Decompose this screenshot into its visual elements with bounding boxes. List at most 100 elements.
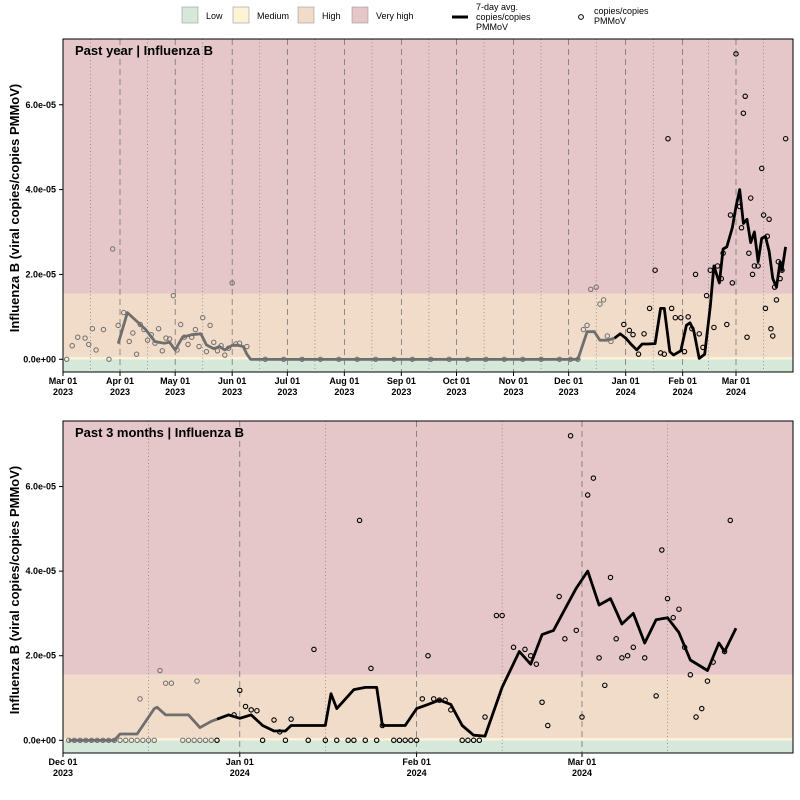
data-point-earlier — [604, 333, 610, 339]
legend-swatch-high — [297, 6, 315, 24]
data-point-earlier — [446, 356, 452, 362]
data-point-recent — [271, 717, 277, 723]
data-point-earlier — [159, 348, 165, 354]
data-point-recent — [733, 51, 739, 57]
x-tick-label-year: 2023 — [53, 768, 73, 778]
data-point-earlier — [133, 351, 140, 357]
data-point-earlier — [214, 348, 221, 354]
y-axis-label-bottom: Influenza B (viral copies/copies PMMoV) — [7, 466, 22, 715]
data-point-recent — [248, 707, 254, 713]
data-point-recent — [562, 636, 568, 642]
data-point-recent — [747, 195, 754, 201]
data-point-earlier — [317, 356, 324, 362]
data-point-earlier — [137, 321, 143, 328]
data-point-earlier — [409, 356, 416, 362]
data-point-earlier — [86, 341, 92, 348]
data-point-recent — [482, 714, 488, 720]
data-point-recent — [242, 703, 249, 710]
legend-point-label-line-1: copies/copies — [594, 6, 649, 16]
data-point-recent — [567, 433, 574, 439]
data-point-earlier — [115, 322, 121, 329]
data-point-recent — [259, 737, 266, 744]
data-point-recent — [764, 233, 771, 240]
data-point-recent — [775, 258, 782, 265]
x-tick-label-year: 2024 — [230, 768, 250, 778]
data-point-recent — [470, 737, 477, 744]
data-point-earlier — [128, 737, 135, 744]
data-point-earlier — [202, 737, 209, 744]
data-point-earlier — [519, 356, 526, 362]
data-point-recent — [760, 212, 767, 218]
band-low — [63, 740, 793, 753]
data-point-recent — [755, 263, 761, 269]
data-point-recent — [714, 263, 721, 269]
data-point-earlier — [207, 322, 213, 329]
x-tick-label-year: 2024 — [726, 387, 746, 397]
data-point-earlier — [100, 737, 106, 744]
data-point-recent — [621, 321, 627, 328]
data-point-earlier — [354, 356, 360, 362]
legend-label-low: Low — [206, 11, 223, 21]
data-point-earlier — [211, 339, 217, 346]
legend-swatch-very-high — [351, 6, 369, 24]
data-point-recent — [704, 678, 711, 684]
data-point-recent — [276, 729, 283, 735]
data-point-earlier — [137, 696, 143, 702]
data-point-recent — [413, 737, 420, 744]
data-point-recent — [672, 314, 679, 321]
data-point-earlier — [170, 292, 177, 299]
data-point-earlier — [77, 737, 83, 744]
data-point-recent — [751, 263, 758, 269]
data-point-earlier — [189, 334, 195, 340]
x-tick-label-year: 2024 — [673, 387, 693, 397]
data-point-earlier — [556, 356, 563, 362]
data-point-earlier — [166, 336, 173, 342]
data-point-earlier — [336, 356, 342, 362]
data-point-recent — [391, 737, 397, 744]
data-point-recent — [333, 737, 340, 744]
data-point-recent — [696, 331, 702, 337]
data-point-recent — [676, 606, 682, 612]
data-point-recent — [425, 652, 431, 659]
data-point-recent — [641, 331, 647, 337]
data-point-earlier — [191, 737, 197, 744]
y-tick-label: 0.0e+00 — [23, 735, 56, 745]
data-point-recent — [596, 655, 602, 661]
x-tick-label-year: 2023 — [559, 387, 579, 397]
panel-title: Past 3 months | Influenza B — [75, 425, 244, 440]
data-point-earlier — [575, 356, 581, 362]
data-point-recent — [744, 334, 750, 340]
data-point-earlier — [123, 737, 129, 744]
data-point-recent — [736, 203, 743, 210]
plot-frame — [62, 420, 794, 754]
data-point-recent — [653, 693, 659, 699]
x-tick-label-year: 2023 — [277, 387, 297, 397]
data-point-recent — [624, 652, 631, 659]
data-point-earlier — [148, 331, 154, 338]
data-point-earlier — [162, 680, 169, 686]
data-point-earlier — [88, 737, 95, 744]
data-point-earlier — [538, 356, 544, 362]
data-point-recent — [740, 110, 747, 116]
data-point-recent — [721, 648, 728, 655]
data-point-recent — [771, 284, 778, 290]
legend-avg-label: 7-day avg. copies/copies PMMoV — [476, 2, 533, 32]
data-point-earlier — [144, 337, 151, 343]
data-point-earlier — [222, 352, 228, 358]
x-tick-label-month: Jan 01 — [226, 757, 254, 767]
data-point-earlier — [203, 348, 210, 355]
data-point-earlier — [109, 246, 116, 252]
data-point-recent — [681, 644, 688, 651]
data-point-earlier — [372, 356, 379, 362]
data-point-recent — [527, 652, 534, 659]
data-point-earlier — [111, 737, 118, 744]
data-point-earlier — [157, 667, 163, 674]
y-tick-label: 4.0e-05 — [25, 566, 56, 576]
y-tick-label: 4.0e-05 — [25, 185, 56, 195]
x-tick-label-month: Nov 01 — [499, 376, 529, 386]
series-avg-line-earlier — [68, 705, 218, 742]
data-point-recent — [607, 574, 614, 581]
y-tick-label: 2.0e-05 — [25, 269, 56, 279]
